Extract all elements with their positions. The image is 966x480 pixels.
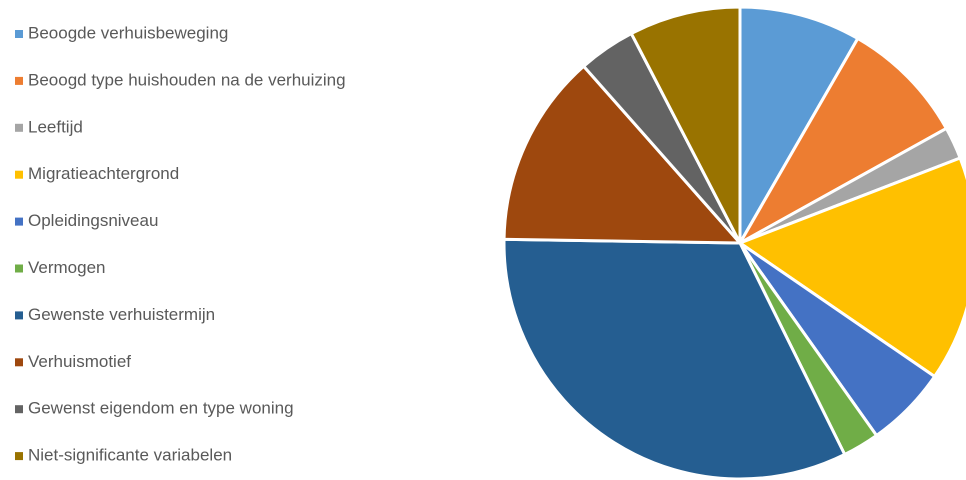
pie-slice [629,5,742,245]
legend-swatch [15,76,23,85]
legend-label: Leeftijd [28,117,83,136]
legend-swatch [15,264,23,273]
legend-swatch [15,452,23,461]
legend-swatch [15,170,23,179]
legend-swatch [15,30,23,38]
pie-slice [738,5,860,245]
pie-slice [738,36,948,245]
legend-label: Vermogen [28,258,106,277]
pie-slice [738,156,966,378]
legend-swatch [15,217,23,226]
legend-label: Opleidingsniveau [28,211,158,230]
legend-swatch [15,311,23,320]
legend-label: Verhuismotief [28,352,131,371]
legend-label: Gewenste verhuistermijn [28,305,215,324]
pie-slice [502,64,742,245]
legend-swatch [15,123,23,132]
legend-label: Beoogd type huishouden na de verhuizing [28,70,346,89]
pie-slice [502,237,847,480]
legend-label: Migratieachtergrond [28,164,179,183]
legend-label: Beoogde verhuisbeweging [28,23,228,42]
legend-swatch [15,358,23,367]
legend-swatch [15,405,23,414]
legend-label: Gewenst eigendom en type woning [28,399,294,418]
legend-label: Niet-significante variabelen [28,446,232,465]
